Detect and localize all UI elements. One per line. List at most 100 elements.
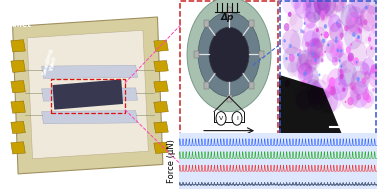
Circle shape xyxy=(303,71,307,76)
Circle shape xyxy=(351,91,360,104)
Text: Seeding
Well: Seeding Well xyxy=(42,47,60,77)
Circle shape xyxy=(326,86,331,92)
Circle shape xyxy=(285,57,288,60)
Circle shape xyxy=(355,22,371,44)
Circle shape xyxy=(358,27,360,31)
Circle shape xyxy=(336,21,338,24)
Polygon shape xyxy=(11,142,25,154)
Circle shape xyxy=(352,61,371,88)
Circle shape xyxy=(324,32,329,38)
Circle shape xyxy=(357,15,365,26)
Circle shape xyxy=(314,3,333,29)
Circle shape xyxy=(312,43,314,47)
Circle shape xyxy=(365,88,368,92)
Circle shape xyxy=(308,81,323,103)
Polygon shape xyxy=(41,88,138,101)
Circle shape xyxy=(340,4,359,29)
Circle shape xyxy=(209,27,249,82)
Circle shape xyxy=(321,58,323,62)
Circle shape xyxy=(316,28,319,32)
Circle shape xyxy=(303,66,319,88)
Bar xyxy=(250,20,254,27)
Circle shape xyxy=(307,37,326,63)
Circle shape xyxy=(360,90,374,109)
Circle shape xyxy=(303,0,317,19)
Circle shape xyxy=(342,6,344,8)
Circle shape xyxy=(360,5,377,31)
Circle shape xyxy=(283,46,302,73)
Circle shape xyxy=(319,88,338,114)
Polygon shape xyxy=(52,79,123,110)
Circle shape xyxy=(320,33,322,36)
Circle shape xyxy=(310,95,319,107)
Circle shape xyxy=(290,53,309,78)
Circle shape xyxy=(368,37,371,42)
Bar xyxy=(204,82,208,89)
Circle shape xyxy=(350,81,369,108)
Circle shape xyxy=(307,38,323,59)
Circle shape xyxy=(336,19,342,28)
Circle shape xyxy=(338,53,347,66)
Circle shape xyxy=(340,74,344,79)
Circle shape xyxy=(351,87,362,102)
Circle shape xyxy=(288,12,291,17)
Circle shape xyxy=(346,46,351,53)
Circle shape xyxy=(198,12,260,97)
Polygon shape xyxy=(11,81,25,93)
Circle shape xyxy=(314,58,317,61)
Circle shape xyxy=(363,19,368,25)
Circle shape xyxy=(327,43,329,46)
Circle shape xyxy=(299,49,317,74)
Circle shape xyxy=(322,39,325,43)
Circle shape xyxy=(342,87,346,92)
Polygon shape xyxy=(154,101,168,113)
Circle shape xyxy=(321,15,325,21)
Circle shape xyxy=(310,94,313,98)
Circle shape xyxy=(339,0,347,6)
Circle shape xyxy=(290,54,291,56)
Circle shape xyxy=(307,74,319,91)
Circle shape xyxy=(366,0,377,15)
Circle shape xyxy=(338,82,340,85)
Circle shape xyxy=(328,82,335,92)
Circle shape xyxy=(364,71,370,80)
Circle shape xyxy=(352,32,356,37)
Circle shape xyxy=(305,0,311,8)
Polygon shape xyxy=(11,40,25,52)
Circle shape xyxy=(303,23,320,46)
Circle shape xyxy=(333,5,344,21)
Circle shape xyxy=(329,22,343,42)
Circle shape xyxy=(336,46,344,58)
Circle shape xyxy=(368,88,377,104)
Circle shape xyxy=(352,87,354,90)
Circle shape xyxy=(320,10,325,18)
Circle shape xyxy=(289,54,295,62)
Circle shape xyxy=(362,57,375,75)
Circle shape xyxy=(356,77,360,81)
Circle shape xyxy=(300,29,303,33)
Circle shape xyxy=(325,95,327,98)
Circle shape xyxy=(329,40,344,60)
Circle shape xyxy=(371,64,377,74)
Circle shape xyxy=(306,79,321,101)
Circle shape xyxy=(301,80,306,87)
Circle shape xyxy=(355,16,362,26)
Polygon shape xyxy=(154,142,168,153)
Circle shape xyxy=(339,52,354,73)
Circle shape xyxy=(340,83,359,109)
Circle shape xyxy=(340,70,344,76)
Circle shape xyxy=(347,56,352,62)
Circle shape xyxy=(305,59,311,68)
Circle shape xyxy=(335,36,338,40)
Circle shape xyxy=(307,88,321,108)
Circle shape xyxy=(323,32,328,38)
Circle shape xyxy=(349,81,356,91)
Circle shape xyxy=(310,38,325,60)
Circle shape xyxy=(299,62,311,80)
Circle shape xyxy=(322,74,329,85)
Circle shape xyxy=(366,45,375,58)
Text: Δp: Δp xyxy=(220,13,234,22)
Text: I: I xyxy=(236,116,238,121)
Circle shape xyxy=(314,58,317,62)
Circle shape xyxy=(289,44,292,48)
